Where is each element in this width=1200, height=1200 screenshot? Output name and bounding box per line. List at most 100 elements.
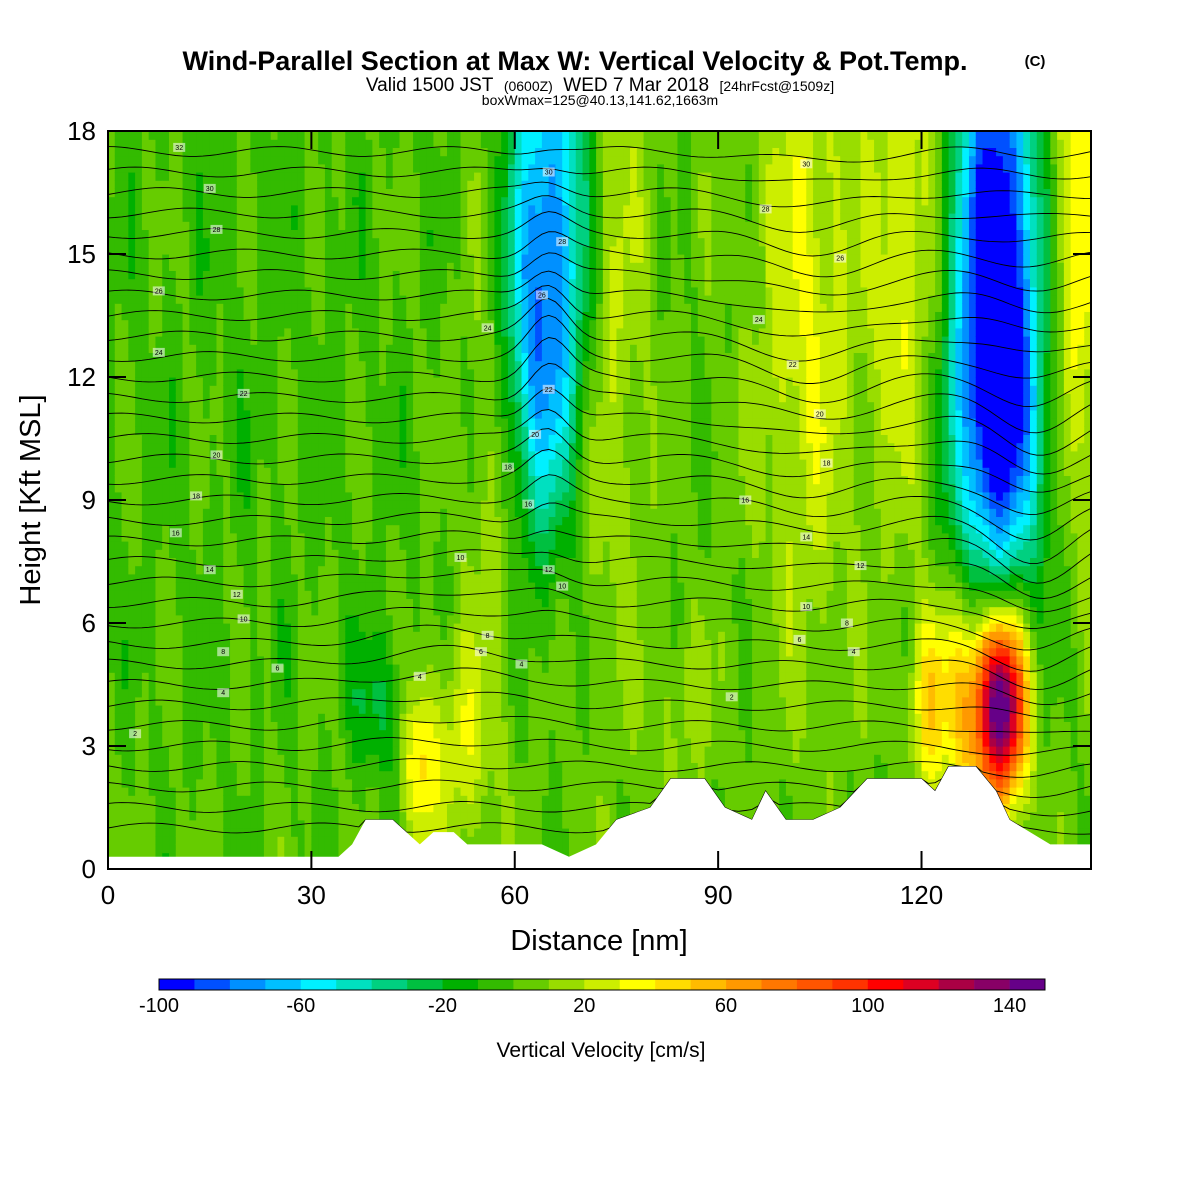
x-axis-label: Distance [nm] (510, 925, 687, 957)
isentrope-line (108, 314, 1091, 384)
contour-label: 8 (486, 633, 490, 640)
contour-label: 26 (155, 288, 163, 295)
contour-label-bg (481, 630, 494, 640)
isentrope-line (108, 252, 1091, 296)
contour-label-bg (813, 409, 826, 419)
contour-label-bg (820, 458, 833, 468)
contour-label: 2 (133, 731, 137, 738)
contour-label: 20 (531, 432, 539, 439)
colorbar-swatch (796, 979, 833, 990)
contour-label: 4 (221, 690, 225, 697)
contour-label-bg (152, 347, 165, 357)
isentrope-line (108, 362, 1091, 434)
isentrope-line (108, 766, 1091, 798)
contour-label: 8 (845, 621, 849, 628)
contour-label: 16 (524, 502, 532, 509)
contour-label-bg (169, 528, 182, 538)
contour-label: 26 (538, 293, 546, 300)
colorbar-swatch (407, 979, 443, 990)
contour-label-bg (522, 499, 535, 509)
contour-label: 6 (479, 649, 483, 656)
contour-label: 24 (155, 350, 163, 357)
contour-label-bg (173, 142, 186, 152)
y-tick-label: 12 (67, 362, 96, 392)
contour-label: 22 (545, 387, 553, 394)
contour-label-bg (725, 692, 738, 702)
plot-area: 3230282624222018161412108642302826242220… (108, 131, 1091, 869)
contour-label: 30 (206, 186, 214, 193)
contour-labels: 3230282624222018161412108642302826242220… (129, 142, 867, 739)
contour-label-bg (556, 581, 569, 591)
contour-label: 10 (802, 604, 810, 611)
contour-label-bg (210, 224, 223, 234)
contour-label: 12 (233, 592, 241, 599)
contour-label: 8 (221, 649, 225, 656)
colorbar-tick-label: 140 (993, 995, 1026, 1017)
contour-label-bg (230, 589, 243, 599)
chart-title: Wind-Parallel Section at Max W: Vertical… (183, 46, 968, 76)
contour-label: 20 (213, 452, 221, 459)
contour-label-bg (847, 647, 860, 657)
x-tick-label: 30 (297, 880, 326, 910)
contour-label: 12 (857, 563, 865, 570)
contour-label: 22 (240, 391, 248, 398)
colorbar-swatch (761, 979, 798, 990)
valid-prefix: Valid 1500 JST (366, 75, 494, 96)
contour-label-bg (786, 360, 799, 370)
contour-label: 2 (730, 694, 734, 701)
y-tick-label: 0 (82, 854, 96, 884)
contour-label: 20 (816, 411, 824, 418)
contour-label: 14 (206, 567, 214, 574)
contour-label: 30 (545, 170, 553, 177)
contour-label-bg (210, 450, 223, 460)
valid-time-line: Valid 1500 JST (0600Z) WED 7 Mar 2018 [2… (366, 75, 834, 96)
y-tick-label: 18 (67, 116, 96, 146)
terrain-mask (108, 766, 1091, 869)
isentrope-line (108, 529, 1091, 584)
contour-label: 28 (558, 239, 566, 246)
isentrope-line (108, 667, 1091, 706)
contour-label-bg (217, 647, 230, 657)
axis-ticks: 0 30 60 90 120 0 3 6 9 12 15 18 (67, 116, 1091, 910)
contour-label-bg (129, 729, 142, 739)
colorbar-tick-label: -20 (428, 995, 457, 1017)
x-tick-label: 90 (704, 880, 733, 910)
isentrope-line (108, 606, 1091, 651)
contour-label: 6 (276, 666, 280, 673)
isentrope-line (108, 448, 1091, 516)
isentrope-line (108, 644, 1091, 691)
isentrope-line (108, 284, 1091, 337)
x-tick-label: 120 (900, 880, 943, 910)
colorbar-swatch (584, 979, 621, 990)
isentrope-line (108, 758, 1091, 778)
contour-label-bg (237, 388, 250, 398)
colorbar-swatch (265, 979, 302, 990)
contour-label-bg (535, 290, 548, 300)
contour-label: 4 (418, 674, 422, 681)
x-tick-label: 0 (101, 880, 115, 910)
isentrope-line (108, 270, 1091, 314)
contour-label-bg (413, 671, 426, 681)
contour-label-bg (793, 634, 806, 644)
colorbar-swatch (726, 979, 762, 990)
isentrope-line (108, 502, 1091, 565)
contour-label: 4 (520, 662, 524, 669)
contour-label: 10 (558, 584, 566, 591)
colorbar-swatch (619, 979, 656, 990)
contour-label: 30 (802, 161, 810, 168)
isentrope-line (108, 715, 1091, 733)
isentrope-line (108, 211, 1091, 257)
contour-label-bg (454, 552, 467, 562)
y-tick-label: 6 (82, 608, 96, 638)
contour-label-bg (515, 659, 528, 669)
contour-label-bg (542, 384, 555, 394)
contour-label: 28 (213, 227, 221, 234)
contour-label-bg (481, 323, 494, 333)
contour-label: 32 (175, 145, 183, 152)
isentrope-line (108, 231, 1091, 278)
isentrope-line (108, 337, 1091, 408)
colorbar-swatch (477, 979, 514, 990)
isentrope-line (108, 568, 1091, 613)
contour-label-bg (800, 602, 813, 612)
